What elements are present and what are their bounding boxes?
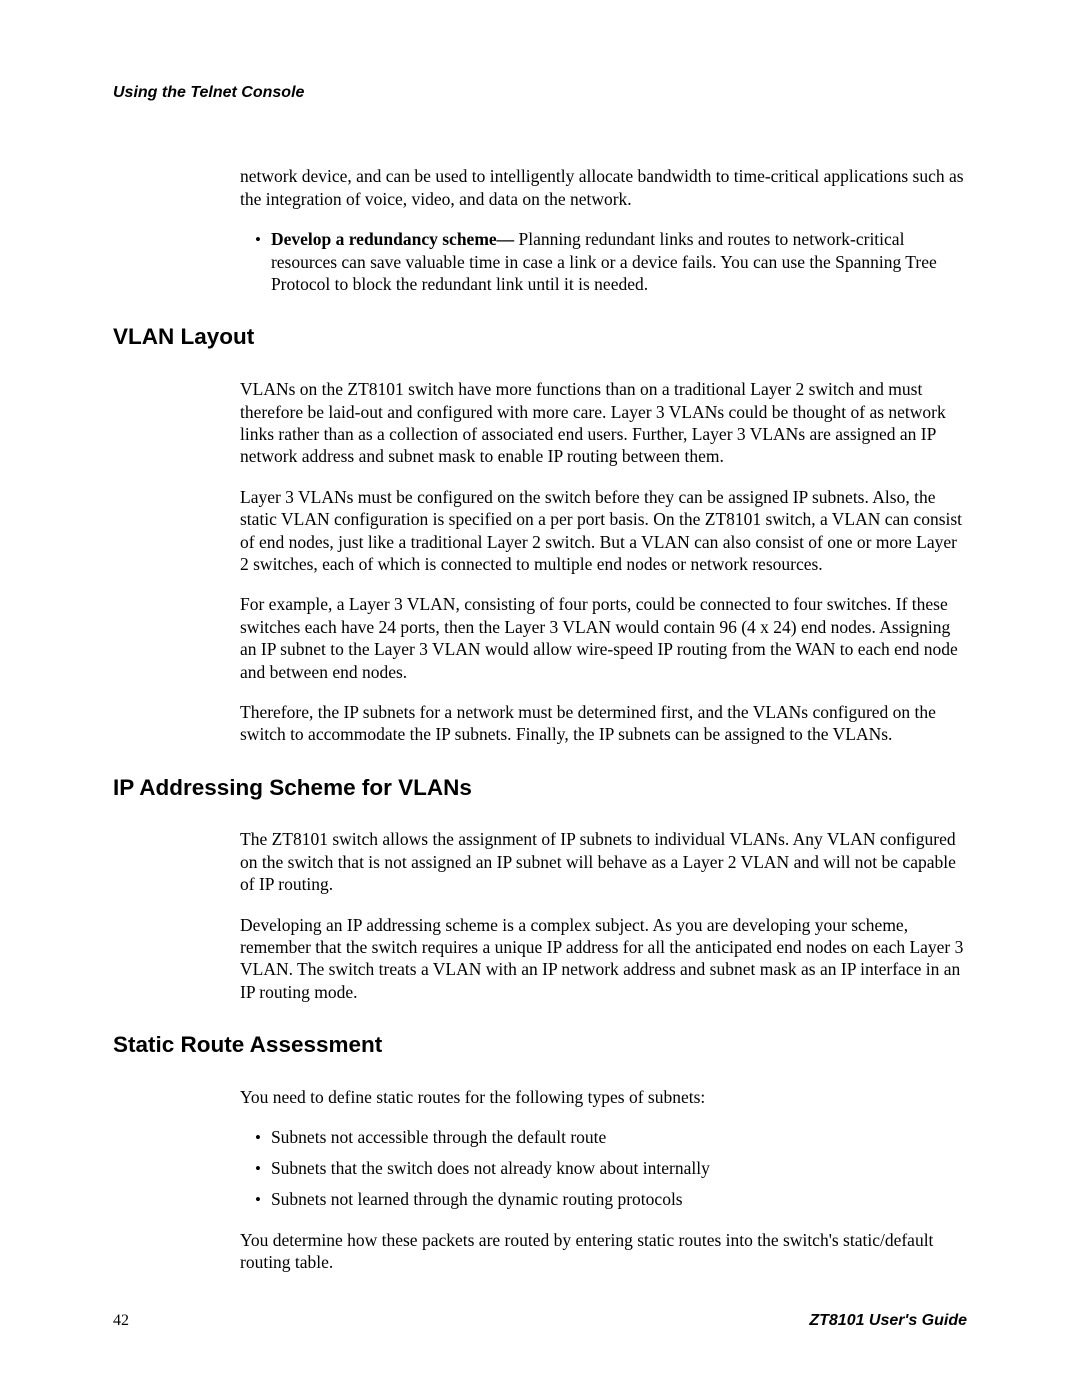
bullet-icon: • — [255, 1126, 271, 1149]
page-number: 42 — [113, 1311, 129, 1331]
bullet-icon: • — [255, 1157, 271, 1180]
paragraph: VLANs on the ZT8101 switch have more fun… — [240, 378, 967, 468]
body-column: The ZT8101 switch allows the assignment … — [240, 828, 967, 1003]
bullet-bold-lead: Develop a redundancy scheme— — [271, 229, 519, 249]
running-header: Using the Telnet Console — [113, 83, 967, 103]
document-page: Using the Telnet Console network device,… — [0, 0, 1080, 1397]
paragraph: The ZT8101 switch allows the assignment … — [240, 828, 967, 895]
page-footer: 42 ZT8101 User's Guide — [113, 1311, 967, 1331]
list-item-text: Subnets not accessible through the defau… — [271, 1126, 967, 1149]
paragraph: You need to define static routes for the… — [240, 1086, 967, 1108]
paragraph: network device, and can be used to intel… — [240, 165, 967, 210]
heading-ip-addressing: IP Addressing Scheme for VLANs — [113, 774, 967, 803]
heading-static-route: Static Route Assessment — [113, 1031, 967, 1060]
body-column: You need to define static routes for the… — [240, 1086, 967, 1273]
footer-guide-title: ZT8101 User's Guide — [809, 1311, 967, 1331]
list-item-text: Subnets not learned through the dynamic … — [271, 1188, 967, 1211]
body-column: VLANs on the ZT8101 switch have more fun… — [240, 378, 967, 745]
list-item-text: Develop a redundancy scheme— Planning re… — [271, 228, 967, 295]
list-item: • Subnets not learned through the dynami… — [255, 1188, 967, 1211]
list-item-text: Subnets that the switch does not already… — [271, 1157, 967, 1180]
heading-vlan-layout: VLAN Layout — [113, 323, 967, 352]
list-item: • Develop a redundancy scheme— Planning … — [255, 228, 967, 295]
list-item: • Subnets that the switch does not alrea… — [255, 1157, 967, 1180]
paragraph: You determine how these packets are rout… — [240, 1229, 967, 1274]
list-item: • Subnets not accessible through the def… — [255, 1126, 967, 1149]
paragraph: Therefore, the IP subnets for a network … — [240, 701, 967, 746]
body-column: network device, and can be used to intel… — [240, 165, 967, 295]
paragraph: Layer 3 VLANs must be configured on the … — [240, 486, 967, 576]
paragraph: Developing an IP addressing scheme is a … — [240, 914, 967, 1004]
bullet-icon: • — [255, 228, 271, 295]
paragraph: For example, a Layer 3 VLAN, consisting … — [240, 593, 967, 683]
bullet-icon: • — [255, 1188, 271, 1211]
